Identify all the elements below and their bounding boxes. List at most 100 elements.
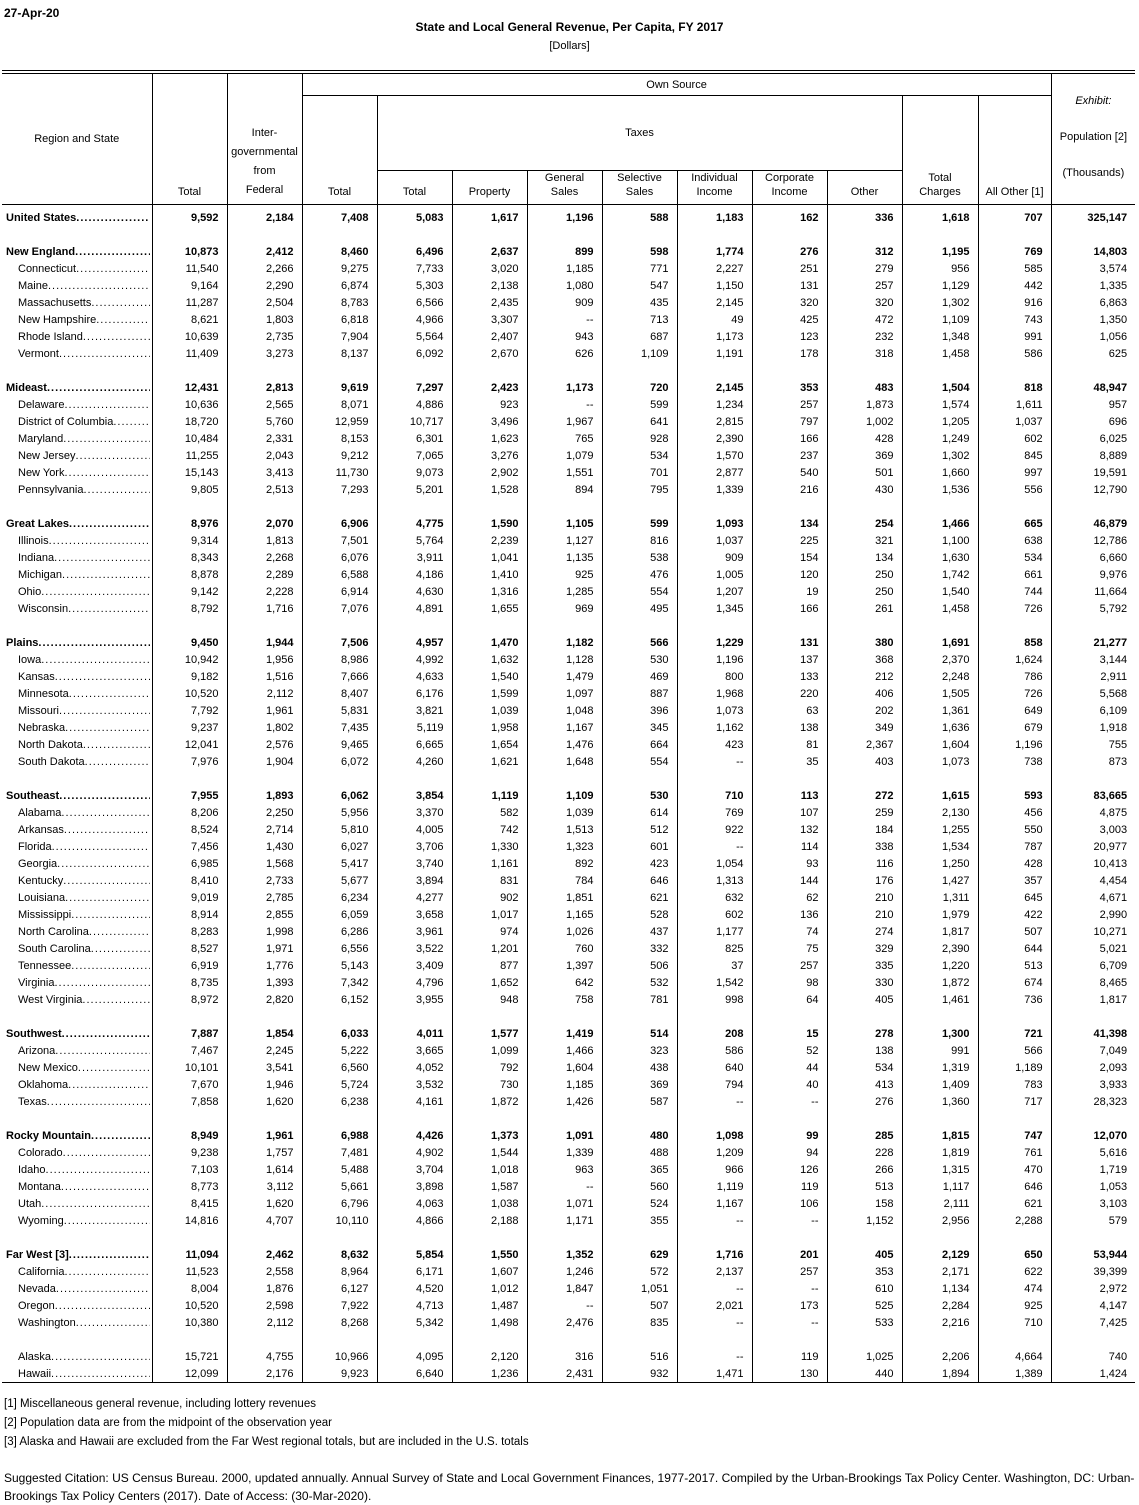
value-cell: 6,234	[301, 889, 377, 907]
footnotes: [1] Miscellaneous general revenue, inclu…	[4, 1395, 1139, 1452]
row-label: California	[18, 1266, 65, 1278]
state-row: Arizona 7,4672,2455,2223,6651,0991,466323…	[2, 1042, 1136, 1060]
value-cell	[751, 1008, 827, 1026]
value-cell	[901, 204, 978, 210]
value-cell: 6,072	[301, 753, 377, 771]
value-cell: 2,171	[901, 1263, 978, 1281]
value-cell: 202	[826, 702, 902, 720]
row-label: Idaho	[18, 1164, 46, 1176]
value-cell: 6,127	[301, 1280, 377, 1298]
row-label: Maryland	[18, 433, 64, 445]
value-cell	[1050, 498, 1136, 516]
value-cell	[751, 204, 827, 210]
value-cell: 877	[451, 957, 527, 975]
value-cell: 626	[526, 345, 602, 363]
region-row: Southeast7,9551,8936,0623,8541,1191,1095…	[2, 787, 1136, 805]
value-cell	[526, 362, 602, 380]
value-cell: 2,565	[226, 396, 302, 414]
value-cell	[826, 226, 902, 244]
value-cell: 12,070	[1050, 1127, 1136, 1145]
value-cell: 1,037	[676, 532, 752, 550]
value-cell: 120	[751, 566, 827, 584]
value-cell: 1,716	[676, 1246, 752, 1264]
value-cell	[526, 204, 602, 210]
dot-leader	[64, 467, 149, 479]
value-cell: 566	[601, 634, 677, 652]
value-cell: 2,145	[676, 294, 752, 312]
value-cell: 532	[601, 974, 677, 992]
value-cell: 6,665	[376, 736, 452, 754]
value-cell: 6,176	[376, 685, 452, 703]
value-cell: 1,109	[526, 787, 602, 805]
value-cell	[376, 498, 452, 516]
value-cell: 6,709	[1050, 957, 1136, 975]
value-cell	[451, 362, 527, 380]
value-cell: 438	[601, 1059, 677, 1077]
value-cell: 932	[601, 1365, 677, 1383]
col-header-intergovernmental: Inter- governmental from Federal	[227, 74, 303, 205]
value-cell: 4,147	[1050, 1297, 1136, 1315]
value-cell: 1,056	[1050, 328, 1136, 346]
value-cell: 784	[526, 872, 602, 890]
value-cell	[676, 1331, 752, 1349]
value-cell	[601, 498, 677, 516]
value-cell: 335	[826, 957, 902, 975]
value-cell	[601, 617, 677, 635]
value-cell: 6,874	[301, 277, 377, 295]
value-cell: 1,091	[526, 1127, 602, 1145]
value-cell	[826, 1110, 902, 1128]
value-cell	[901, 1229, 978, 1247]
value-cell	[451, 1229, 527, 1247]
value-cell: 1,360	[901, 1093, 978, 1111]
value-cell	[826, 498, 902, 516]
row-label: Rhode Island	[18, 331, 83, 343]
value-cell: 601	[601, 838, 677, 856]
table-body: United States 9,5922,1847,4085,0831,6171…	[2, 204, 1136, 1383]
value-cell: 726	[977, 685, 1052, 703]
row-label: Louisiana	[18, 892, 66, 904]
value-cell	[226, 204, 302, 210]
value-cell: 1,205	[901, 413, 978, 431]
state-row: Washington 10,3802,1128,2685,3421,4982,47…	[2, 1314, 1136, 1332]
dot-leader	[56, 1283, 150, 1295]
dot-leader	[68, 603, 149, 615]
value-cell: 365	[601, 1161, 677, 1179]
value-cell: 107	[751, 804, 827, 822]
value-cell: 1,191	[676, 345, 752, 363]
value-cell: 554	[601, 583, 677, 601]
value-cell: 2,248	[901, 668, 978, 686]
value-cell: 75	[751, 940, 827, 958]
row-label-cell: Alabama	[2, 805, 152, 822]
value-cell: 62	[751, 889, 827, 907]
value-cell: 81	[751, 736, 827, 754]
value-cell: 9,314	[151, 532, 227, 550]
value-cell: 7,922	[301, 1297, 377, 1315]
value-cell: 1,319	[901, 1059, 978, 1077]
row-label-cell	[2, 363, 152, 380]
dot-leader	[83, 739, 150, 751]
state-row: Montana8,7733,1125,6613,8981,587--5601,1…	[2, 1178, 1136, 1196]
value-cell: 1,534	[901, 838, 978, 856]
value-cell: 10,484	[151, 430, 227, 448]
value-cell	[226, 1229, 302, 1247]
spacer-row	[2, 1229, 1136, 1247]
value-cell: 943	[526, 328, 602, 346]
value-cell: 2,137	[676, 1263, 752, 1281]
value-cell: 166	[751, 600, 827, 618]
state-row: Louisiana9,0192,7856,2344,2779021,851621…	[2, 889, 1136, 907]
row-label: Massachusetts	[18, 297, 92, 309]
value-cell: 585	[977, 260, 1052, 278]
value-cell: 4,161	[376, 1093, 452, 1111]
value-cell: --	[526, 311, 602, 329]
value-cell: 3,020	[451, 260, 527, 278]
value-cell: 9,275	[301, 260, 377, 278]
value-cell: 6,796	[301, 1195, 377, 1213]
spacer-row	[2, 1331, 1136, 1349]
value-cell: 130	[751, 1365, 827, 1383]
value-cell: 106	[751, 1195, 827, 1213]
row-label: United States	[6, 212, 77, 224]
row-label-cell: New Mexico	[2, 1060, 152, 1077]
value-cell: 349	[826, 719, 902, 737]
value-cell: 587	[601, 1093, 677, 1111]
row-label-cell	[2, 227, 152, 244]
